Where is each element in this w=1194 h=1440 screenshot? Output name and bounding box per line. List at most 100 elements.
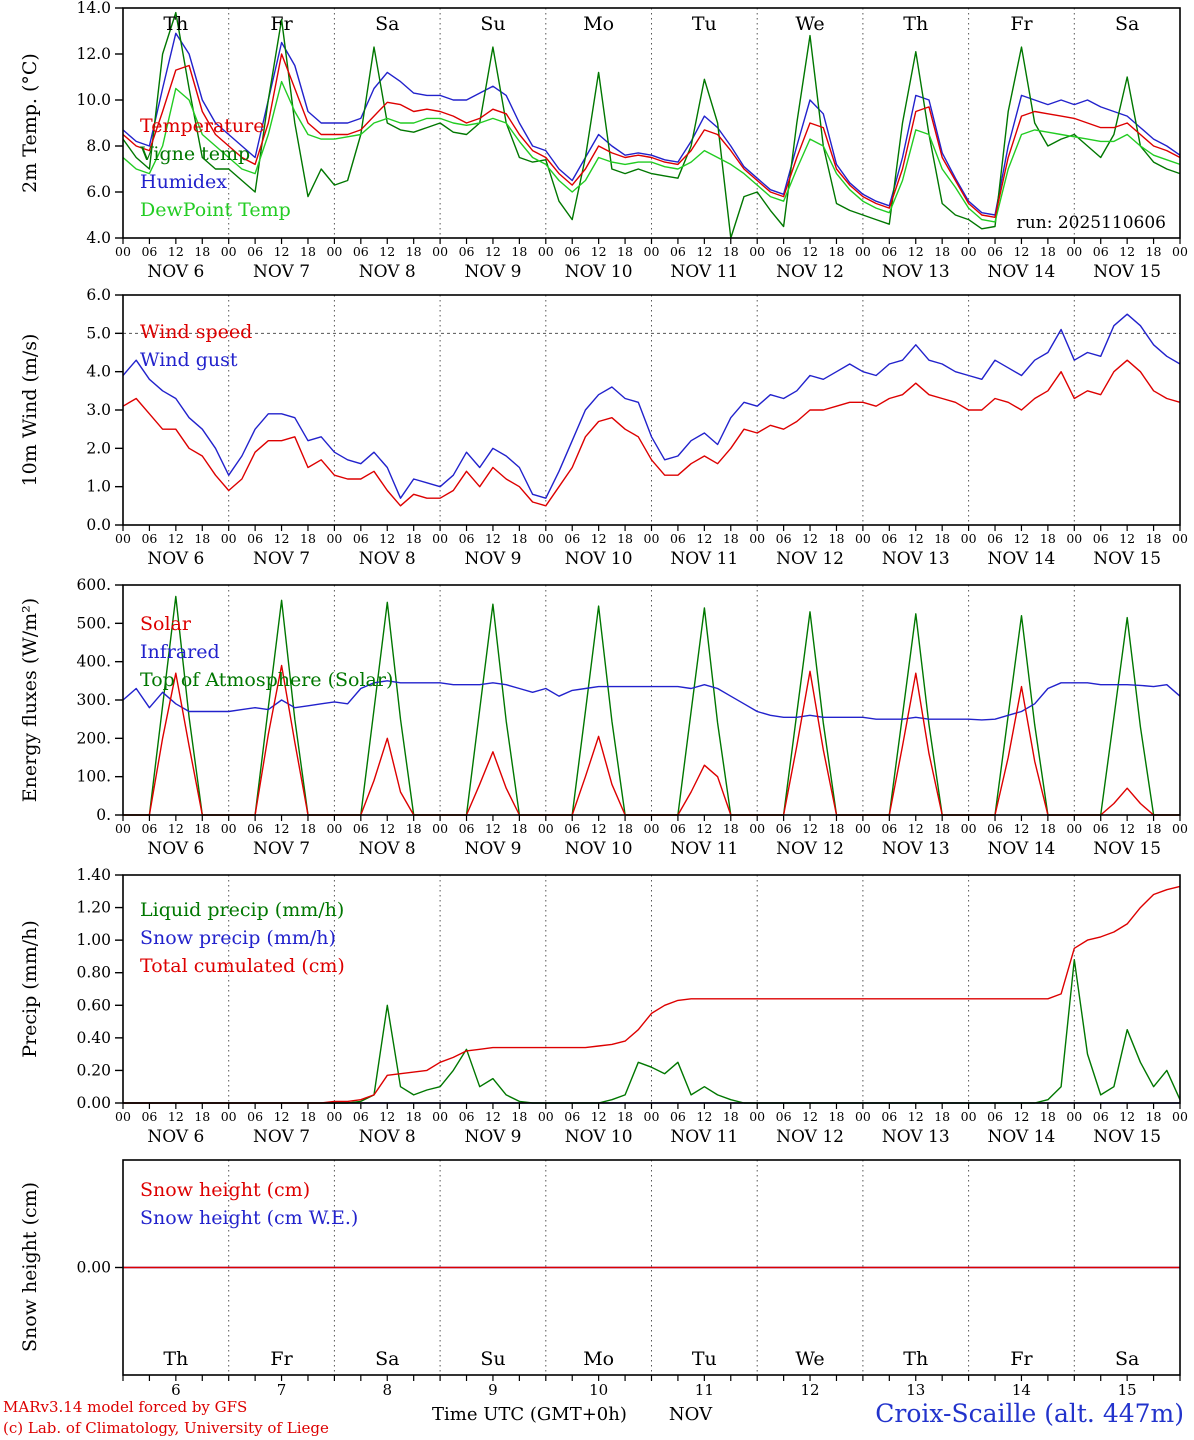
series-vigne-temp [122,11,1181,239]
y-tick-label: 0.00 [76,1259,111,1277]
hour-label: 12 [485,821,501,836]
hour-label: 00 [1066,1109,1082,1124]
station-title: Croix-Scaille (alt. 447m) [875,1399,1184,1428]
hour-label: 06 [141,244,157,259]
y-tick-label: 0.20 [76,1061,111,1079]
date-label: NOV 14 [988,1127,1056,1147]
hour-label: 18 [406,1109,422,1124]
date-label: NOV 13 [882,549,950,569]
y-tick-label: 2.0 [86,439,111,457]
hour-label: 00 [961,244,977,259]
hour-label: 00 [432,244,448,259]
y-tick-label: 3.0 [86,401,111,419]
y-tick-label: 4.0 [86,229,111,247]
y-tick-label: 10.0 [76,91,111,109]
hour-label: 00 [115,1109,131,1124]
hour-label: 18 [723,244,739,259]
x-axis-title: Time UTC (GMT+0h) NOV [432,1404,712,1425]
run-label: run: 2025110606 [1017,213,1166,233]
y-tick-label: 14.0 [76,0,111,17]
hour-label: 12 [1119,1109,1135,1124]
hour-label: 18 [934,821,950,836]
hour-label: 12 [168,244,184,259]
hour-label: 18 [1146,821,1162,836]
weekday-label-bottom: Sa [1115,1348,1139,1370]
series-wind-gust [122,313,1181,499]
hour-label: 06 [459,244,475,259]
legend-item-total-cumulated-cm: Total cumulated (cm) [140,955,345,977]
hour-label: 18 [1146,244,1162,259]
hour-label: 06 [670,1109,686,1124]
hour-label: 06 [1093,531,1109,546]
series-humidex [122,32,1181,216]
hour-label: 00 [538,531,554,546]
weekday-label-bottom: Mo [583,1348,614,1370]
hour-label: 18 [194,531,210,546]
hour-label: 00 [855,821,871,836]
hour-label: 18 [511,244,527,259]
date-label: NOV 6 [147,839,204,859]
hour-label: 00 [749,821,765,836]
hour-label: 06 [564,821,580,836]
date-label: NOV 8 [359,549,416,569]
y-axis-title-temp: 2m Temp. (°C) [19,53,41,193]
date-label: NOV 11 [670,1127,738,1147]
hour-label: 12 [485,244,501,259]
date-label: NOV 7 [253,262,310,282]
legend-item-snow-precip-mm-h: Snow precip (mm/h) [140,927,336,949]
hour-label: 12 [1119,531,1135,546]
hour-label: 00 [115,244,131,259]
legend-item-wind-speed: Wind speed [140,321,253,343]
date-label: NOV 6 [147,1127,204,1147]
hour-label: 00 [221,1109,237,1124]
hour-label: 06 [987,1109,1003,1124]
y-tick-label: 6.0 [86,286,111,304]
y-tick-label: 0. [96,806,111,824]
hour-label: 00 [1172,1109,1188,1124]
weekday-label-bottom: Tu [692,1348,717,1370]
hour-label: 00 [1066,244,1082,259]
hour-label: 06 [564,1109,580,1124]
hour-label: 12 [274,1109,290,1124]
hour-label: 06 [670,821,686,836]
weekday-label-top: Fr [270,13,293,35]
date-label: NOV 10 [565,262,633,282]
y-tick-label: 6.0 [86,183,111,201]
hour-label: 06 [353,1109,369,1124]
y-tick-label: 1.20 [76,899,111,917]
hour-label: 12 [908,531,924,546]
hour-label: 18 [300,531,316,546]
hour-label: 12 [696,244,712,259]
hour-label: 06 [247,531,263,546]
y-axis-title-precip: Precip (mm/h) [19,920,41,1058]
y-tick-label: 100. [76,768,111,786]
legend-item-liquid-precip-mm-h: Liquid precip (mm/h) [140,899,345,921]
hour-label: 18 [406,531,422,546]
hour-label: 00 [326,244,342,259]
date-label: NOV 14 [988,262,1056,282]
hour-label: 18 [511,821,527,836]
hour-label: 12 [1013,244,1029,259]
day-number-label: 13 [906,1381,925,1399]
weekday-label-top: Fr [1010,13,1033,35]
hour-label: 00 [961,1109,977,1124]
hour-label: 12 [379,821,395,836]
hour-label: 18 [617,821,633,836]
model-credit: MARv3.14 model forced by GFS (c) Lab. of… [3,1397,329,1439]
hour-label: 18 [829,1109,845,1124]
hour-label: 18 [617,1109,633,1124]
hour-label: 00 [855,244,871,259]
weekday-label-top: Th [903,13,928,35]
hour-label: 12 [168,1109,184,1124]
date-label: NOV 13 [882,839,950,859]
date-label: NOV 12 [776,262,844,282]
hour-label: 00 [538,1109,554,1124]
hour-label: 00 [855,531,871,546]
hour-label: 06 [987,244,1003,259]
date-label: NOV 6 [147,549,204,569]
date-label: NOV 7 [253,1127,310,1147]
hour-label: 12 [591,1109,607,1124]
hour-label: 00 [1066,531,1082,546]
hour-label: 18 [194,1109,210,1124]
y-tick-label: 0.0 [86,516,111,534]
